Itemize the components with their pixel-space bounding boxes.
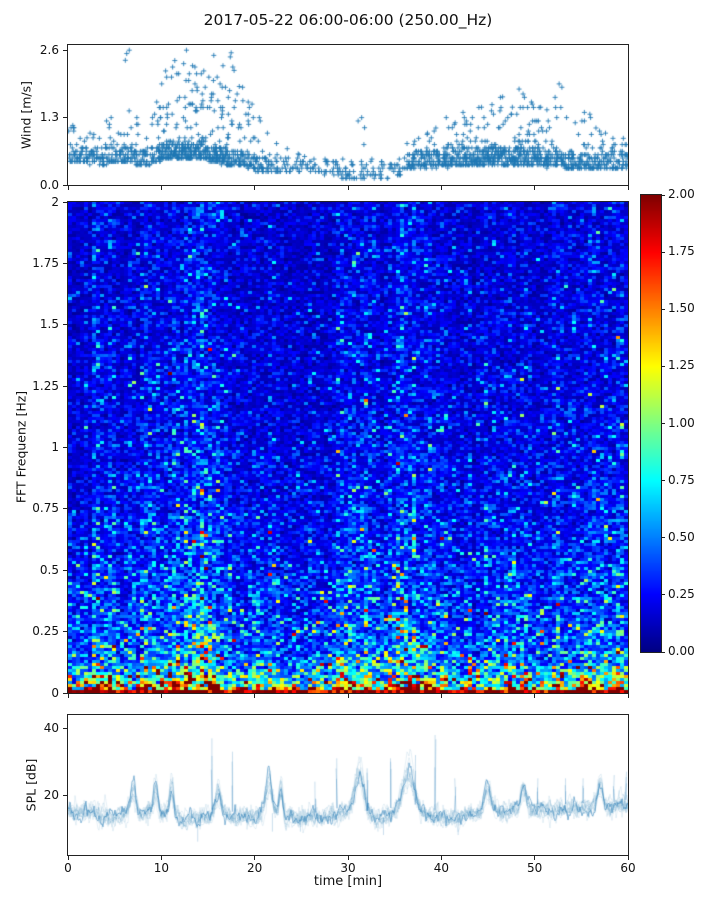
spl-xtick xyxy=(67,856,69,860)
spl-line-canvas xyxy=(68,715,628,855)
colorbar-tick xyxy=(662,480,665,482)
wind-xtick xyxy=(160,186,162,190)
spl-xtick xyxy=(254,856,256,860)
colorbar-canvas xyxy=(641,195,661,652)
spectrogram-xtick xyxy=(67,694,69,698)
spectrogram-ytick xyxy=(63,631,67,633)
spectrogram-ytick xyxy=(63,508,67,510)
wind-xtick xyxy=(254,186,256,190)
spl-xtick-label: 20 xyxy=(247,861,263,875)
spl-xtick xyxy=(627,856,629,860)
spectrogram-xtick xyxy=(440,694,442,698)
spectrogram-ytick-label: 0.25 xyxy=(32,624,59,639)
x-axis-label: time [min] xyxy=(313,874,383,889)
spectrogram-ytick-label: 1 xyxy=(51,440,59,454)
colorbar-tick-label: 1.50 xyxy=(668,301,695,316)
colorbar-tick xyxy=(662,194,665,196)
spl-ytick xyxy=(63,794,67,796)
spectrogram-ytick xyxy=(63,324,67,326)
spectrogram-xtick xyxy=(534,694,536,698)
wind-scatter-panel xyxy=(67,44,629,186)
colorbar xyxy=(640,194,662,653)
wind-xtick xyxy=(440,186,442,190)
spectrogram-xtick xyxy=(347,694,349,698)
colorbar-tick xyxy=(662,423,665,424)
spectrogram-ytick xyxy=(63,385,67,387)
colorbar-tick-label: 0.75 xyxy=(668,472,695,487)
spl-xtick xyxy=(347,856,349,860)
colorbar-tick xyxy=(662,594,665,596)
spectrogram-panel xyxy=(67,201,629,694)
colorbar-tick xyxy=(662,651,665,653)
wind-ytick xyxy=(63,117,67,119)
spl-ytick-label: 40 xyxy=(43,720,59,735)
spectrogram-ytick xyxy=(63,447,67,448)
spectrogram-ytick-label: 1.5 xyxy=(39,317,59,332)
colorbar-tick-label: 2.00 xyxy=(668,187,695,201)
spl-y-axis-label: SPL [dB] xyxy=(23,758,39,812)
spl-ytick-label: 20 xyxy=(43,787,59,802)
colorbar-tick-label: 1.25 xyxy=(668,358,695,373)
spectrogram-canvas xyxy=(68,202,628,693)
wind-ytick-label: 0.0 xyxy=(39,177,59,192)
spectrogram-xtick xyxy=(160,694,162,698)
wind-xtick xyxy=(627,186,629,190)
spectrogram-ytick-label: 0.5 xyxy=(39,562,59,577)
spectrogram-ytick-label: 2 xyxy=(51,194,59,209)
spectrogram-ytick xyxy=(63,692,67,694)
wind-xtick xyxy=(534,186,536,190)
spl-xtick xyxy=(160,856,162,860)
spectrogram-ytick xyxy=(63,262,67,264)
spl-xtick xyxy=(440,856,442,860)
spl-panel xyxy=(67,714,629,856)
wind-xtick xyxy=(347,186,349,190)
colorbar-tick xyxy=(662,365,665,367)
colorbar-tick xyxy=(662,308,665,310)
spectrogram-ytick-label: 1.75 xyxy=(32,255,59,270)
spl-xtick-label: 60 xyxy=(620,861,636,875)
wind-ytick-label: 1.3 xyxy=(39,110,59,125)
spl-ytick xyxy=(63,727,67,729)
colorbar-tick-label: 1.00 xyxy=(668,415,695,430)
spectrogram-ytick xyxy=(63,201,67,203)
colorbar-tick xyxy=(662,251,665,253)
spectrogram-ytick-label: 0 xyxy=(51,685,59,700)
wind-ytick-label: 2.6 xyxy=(39,42,59,57)
colorbar-tick-label: 0.25 xyxy=(668,586,695,601)
spectrogram-ytick-label: 1.25 xyxy=(32,378,59,393)
wind-ytick xyxy=(63,49,67,51)
spl-xtick-label: 30 xyxy=(340,861,356,875)
spl-xtick-label: 10 xyxy=(153,861,169,875)
figure-title: 2017-05-22 06:00-06:00 (250.00_Hz) xyxy=(203,11,493,29)
spl-xtick xyxy=(534,856,536,860)
spectrogram-ytick xyxy=(63,569,67,571)
spectrogram-xtick xyxy=(254,694,256,698)
spl-xtick-label: 40 xyxy=(433,861,449,875)
colorbar-tick-label: 0.50 xyxy=(668,529,695,544)
wind-ytick xyxy=(63,184,67,186)
spl-xtick-label: 50 xyxy=(527,861,543,875)
colorbar-tick xyxy=(662,537,665,539)
wind-scatter-canvas xyxy=(68,45,628,185)
colorbar-tick-label: 1.75 xyxy=(668,244,695,259)
colorbar-tick-label: 0.00 xyxy=(668,644,695,658)
spl-xtick-label: 0 xyxy=(64,861,72,875)
wind-xtick xyxy=(67,186,69,190)
spectrogram-ytick-label: 0.75 xyxy=(32,501,59,516)
spectrogram-xtick xyxy=(627,694,629,698)
